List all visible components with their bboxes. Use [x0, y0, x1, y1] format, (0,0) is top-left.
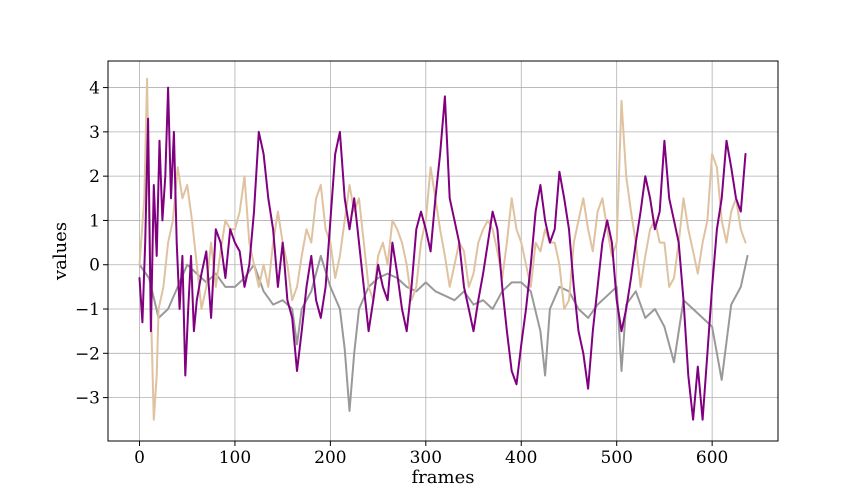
y-tick-label: 3: [89, 123, 100, 143]
y-tick-label: 2: [89, 167, 100, 187]
x-tick-label: 300: [410, 448, 442, 468]
y-axis-label: values: [50, 222, 71, 281]
x-tick-label: 200: [314, 448, 346, 468]
y-tick-label: −3: [75, 389, 100, 409]
y-tick-label: 1: [89, 211, 100, 231]
x-axis-label: frames: [412, 467, 475, 488]
series-group: [138, 77, 749, 421]
x-axis: 0 100 200 300 400 500 600: [134, 441, 728, 468]
y-tick-label: −2: [75, 344, 100, 364]
plot-frame: [107, 60, 779, 442]
x-tick-label: 400: [505, 448, 537, 468]
series-line-purple: [138, 86, 747, 421]
x-tick-label: 500: [600, 448, 632, 468]
y-tick-label: 0: [89, 256, 100, 276]
x-tick-label: 100: [219, 448, 251, 468]
y-tick-label: −1: [75, 300, 100, 320]
y-axis: −3 −2 −1 0 1 2 3 4: [75, 79, 108, 409]
x-tick-label: 600: [696, 448, 728, 468]
series-line-gray: [138, 254, 749, 412]
x-tick-label: 0: [134, 448, 145, 468]
y-tick-label: 4: [89, 79, 100, 99]
